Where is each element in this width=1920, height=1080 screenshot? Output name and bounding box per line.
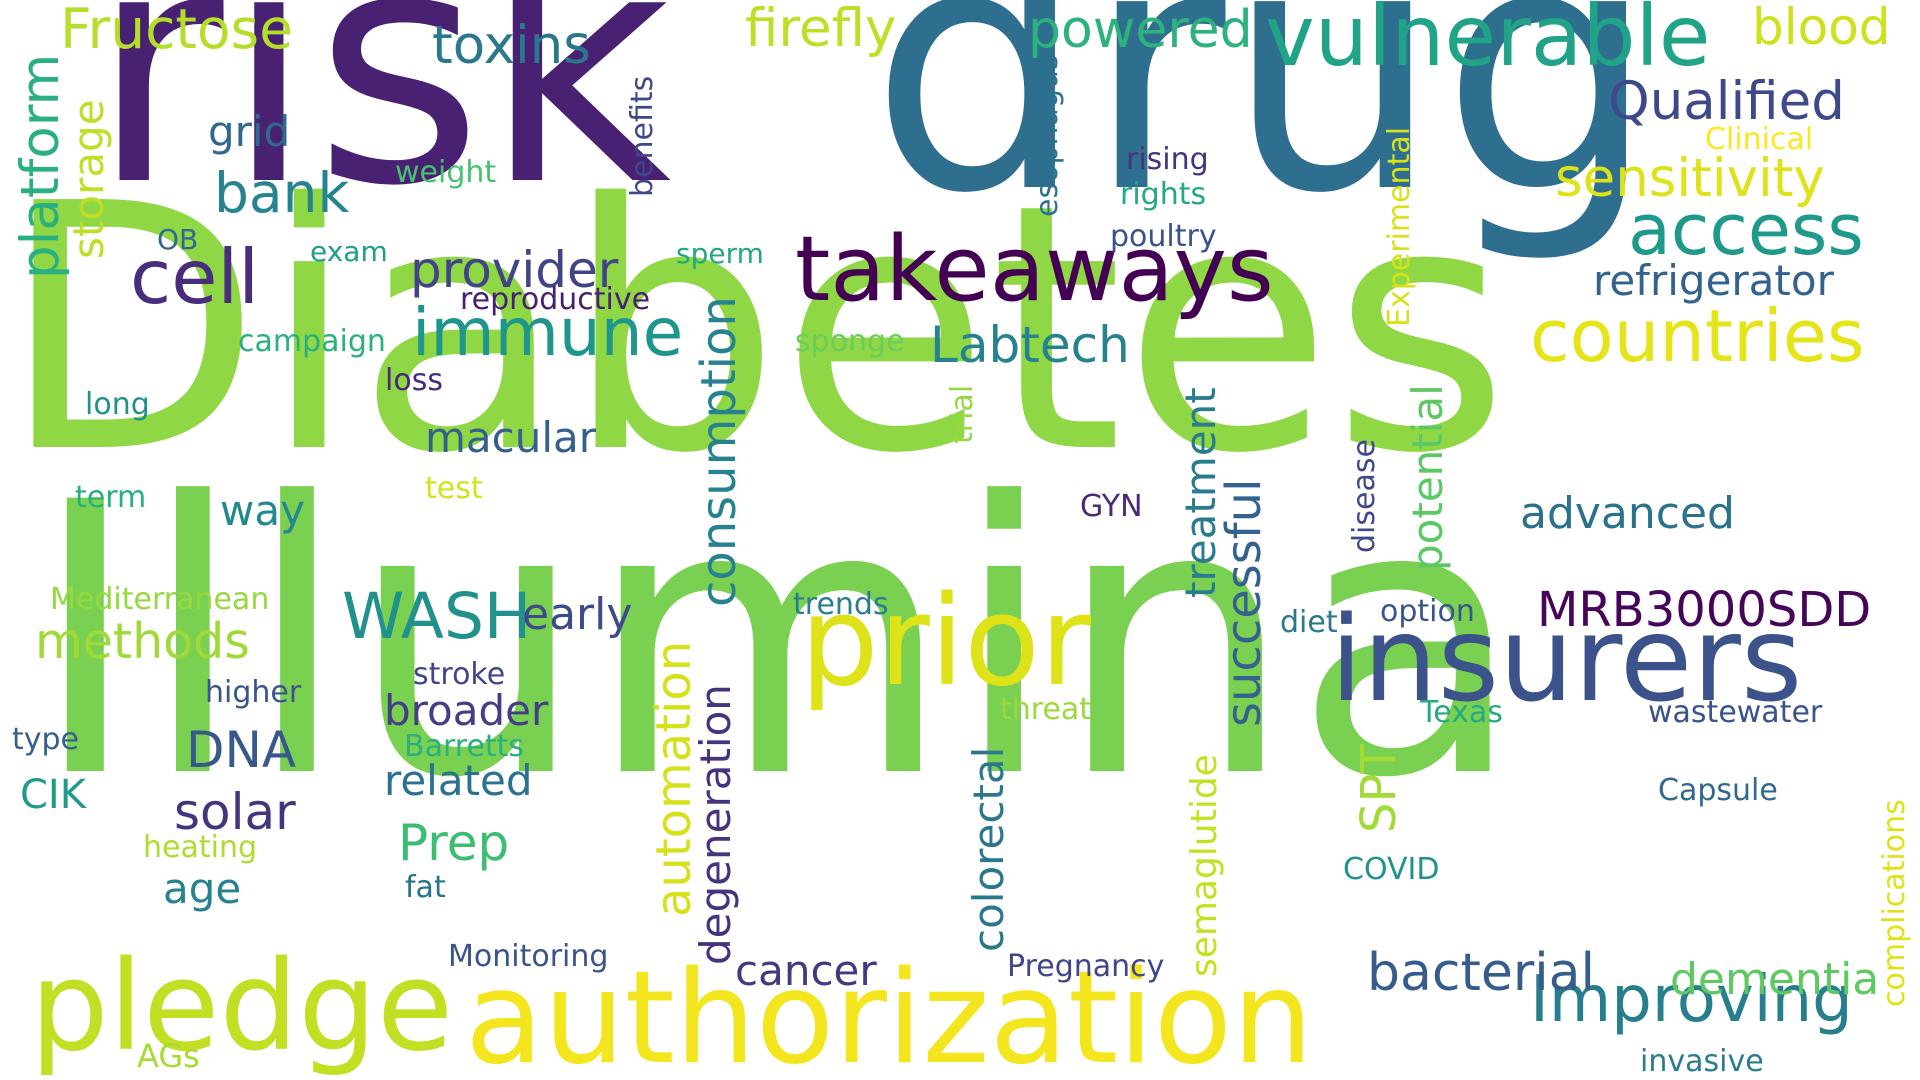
- word-platform: platform: [10, 53, 71, 279]
- word-illumina: Illumina: [30, 424, 1524, 860]
- word-immune: immune: [412, 294, 684, 371]
- word-trends: trends: [793, 587, 889, 622]
- word-wastewater: wastewater: [1648, 695, 1823, 730]
- word-capsule: Capsule: [1658, 773, 1778, 808]
- word-complications: complications: [1877, 799, 1912, 1007]
- word-loss: loss: [385, 363, 443, 398]
- word-successful: successful: [1216, 478, 1272, 727]
- word-poultry: poultry: [1110, 219, 1217, 254]
- word-methods: methods: [35, 613, 250, 670]
- word-toxins: toxins: [432, 15, 591, 76]
- word-ob: OB: [157, 223, 199, 256]
- word-prior: prior: [800, 570, 1091, 714]
- word-monitoring: Monitoring: [448, 939, 609, 974]
- word-bank: bank: [214, 161, 350, 225]
- word-blood: blood: [1752, 0, 1891, 56]
- word-long: long: [85, 387, 150, 422]
- word-higher: higher: [205, 675, 302, 710]
- word-diet: diet: [1280, 605, 1338, 640]
- word-wash: WASH: [342, 580, 532, 653]
- word-covid: COVID: [1343, 852, 1440, 887]
- word-cik: CIK: [20, 772, 86, 818]
- word-vulnerable: vulnerable: [1265, 0, 1711, 85]
- word-type: type: [12, 722, 80, 757]
- word-cell: cell: [130, 233, 260, 321]
- word-dementia: dementia: [1670, 954, 1880, 1005]
- word-fat: fat: [405, 870, 446, 905]
- word-sperm: sperm: [676, 237, 764, 270]
- word-reproductive: reproductive: [460, 282, 651, 317]
- word-pregnancy: Pregnancy: [1007, 949, 1165, 984]
- word-sensitivity: sensitivity: [1555, 148, 1825, 209]
- word-advanced: advanced: [1520, 488, 1735, 539]
- word-firefly: firefly: [745, 0, 897, 59]
- word-experimental: Experimental: [1382, 126, 1417, 327]
- word-potential: potential: [1403, 384, 1452, 571]
- word-labtech: Labtech: [930, 316, 1130, 374]
- word-insurers: insurers: [1330, 590, 1803, 728]
- word-refrigerator: refrigerator: [1593, 256, 1834, 305]
- word-way: way: [220, 486, 305, 535]
- word-improving: Improving: [1530, 963, 1853, 1037]
- word-powered: powered: [1028, 0, 1253, 60]
- word-semaglutide: semaglutide: [1184, 754, 1225, 977]
- word-heating: heating: [143, 830, 258, 865]
- word-diabetes: Diabetes: [0, 132, 1510, 528]
- word-benefits: benefits: [625, 75, 660, 197]
- word-test: test: [425, 471, 483, 506]
- word-trial: trial: [945, 384, 980, 444]
- word-access: access: [1628, 189, 1864, 271]
- word-spt: SPT: [1351, 744, 1407, 833]
- word-takeaways: takeaways: [795, 217, 1274, 322]
- word-weight: weight: [395, 155, 497, 190]
- word-invasive: invasive: [1640, 1044, 1764, 1079]
- word-texas: Texas: [1420, 695, 1503, 730]
- word-pledge: pledge: [30, 935, 454, 1079]
- word-option: option: [1380, 594, 1475, 629]
- word-age: age: [163, 864, 242, 913]
- word-rising: rising: [1126, 142, 1209, 177]
- word-barretts: Barretts: [404, 729, 525, 764]
- word-countries: countries: [1530, 294, 1865, 378]
- word-stroke: stroke: [413, 657, 506, 692]
- word-term: term: [75, 480, 147, 515]
- word-prep: Prep: [398, 814, 510, 872]
- word-sponge: sponge: [795, 324, 905, 359]
- word-qualified: Qualified: [1608, 71, 1845, 132]
- word-provider: provider: [410, 241, 619, 299]
- word-drug: drug: [870, 0, 1657, 268]
- word-gyn: GYN: [1080, 489, 1143, 524]
- word-cancer: cancer: [735, 946, 877, 995]
- word-disease: disease: [1347, 439, 1382, 553]
- word-broader: broader: [384, 686, 549, 735]
- word-threat: threat: [1000, 692, 1092, 727]
- word-macular: macular: [425, 413, 597, 462]
- word-early: early: [522, 589, 633, 640]
- word-clinical: Clinical: [1705, 122, 1814, 157]
- word-esophagus: esophagus: [1030, 54, 1065, 217]
- word-grid: grid: [208, 107, 291, 156]
- word-mrb3000sdd: MRB3000SDD: [1537, 582, 1872, 638]
- word-ags: AGs: [137, 1037, 200, 1075]
- word-related: related: [384, 756, 533, 805]
- word-degeneration: degeneration: [691, 684, 740, 965]
- word-exam: exam: [310, 235, 388, 268]
- word-bacterial: bacterial: [1367, 943, 1595, 1003]
- word-risk: risk: [90, 0, 672, 257]
- word-campaign: campaign: [238, 324, 386, 359]
- word-consumption: consumption: [691, 296, 747, 607]
- word-mediterranean: Mediterranean: [50, 582, 270, 617]
- word-solar: solar: [174, 783, 296, 841]
- word-fructose: Fructose: [60, 0, 294, 61]
- word-colorectal: colorectal: [964, 746, 1013, 952]
- word-rights: rights: [1120, 177, 1207, 212]
- word-storage: storage: [64, 99, 113, 259]
- word-authorization: authorization: [465, 944, 1314, 1080]
- word-dna: DNA: [186, 721, 297, 779]
